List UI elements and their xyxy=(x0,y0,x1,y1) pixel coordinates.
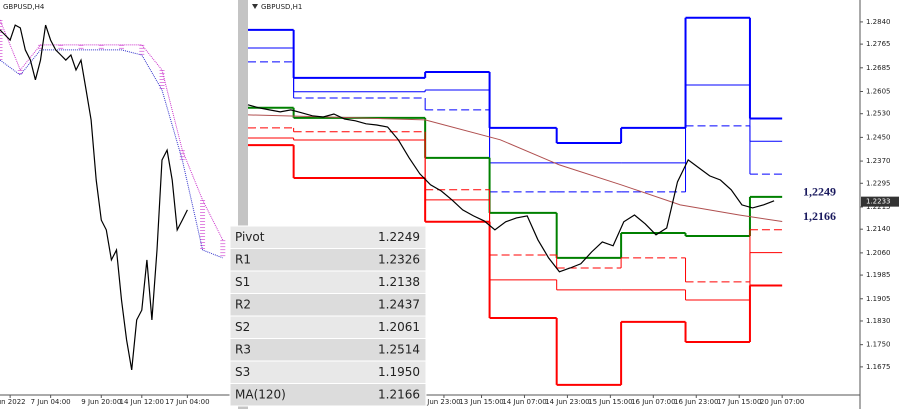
y-tick-label: 1.1985 xyxy=(866,271,891,279)
cloud-span-a xyxy=(0,19,224,241)
y-tick-label: 1.2140 xyxy=(866,225,891,233)
row-value: 1.2326 xyxy=(378,252,420,266)
dropdown-arrow[interactable] xyxy=(252,4,258,9)
level-annotation: 1,2249 xyxy=(803,185,836,199)
x-tick-label: 16 Jun 23:00 xyxy=(674,398,718,406)
cloud-span-b xyxy=(0,49,223,259)
y-tick-label: 1.1750 xyxy=(866,341,891,349)
x-tick-label: Jun 23:00 xyxy=(426,398,460,406)
moving-average xyxy=(247,114,783,222)
y-tick-label: 1.2295 xyxy=(866,179,891,187)
row-label: R3 xyxy=(235,342,251,356)
right-title: GBPUSD,H1 xyxy=(261,3,302,11)
y-tick-label: 1.2840 xyxy=(866,18,891,26)
row-value: 1.2437 xyxy=(378,297,420,311)
pivot-table: Pivot 1.2249 R1 1.2326 S1 1.2138 R2 1.2437 S2 1.2… xyxy=(229,225,427,407)
y-tick-label: 1.1830 xyxy=(866,317,891,325)
price-line xyxy=(0,24,188,371)
current-price-box xyxy=(861,196,899,207)
y-tick-label: 1.2605 xyxy=(866,87,891,95)
x-tick-label: 17 Jun 15:00 xyxy=(717,398,761,406)
x-tick-label: 9 Jun 20:00 xyxy=(81,398,121,406)
x-tick-label: 17 Jun 04:00 xyxy=(165,398,209,406)
row-value: 1.2249 xyxy=(378,230,420,244)
x-tick-label: 14 Jun 23:00 xyxy=(545,398,589,406)
row-label: R1 xyxy=(235,252,251,266)
y-tick-label: 1.2765 xyxy=(866,40,891,48)
y-tick-label: 1.2215 xyxy=(866,203,891,211)
price-line xyxy=(247,104,775,273)
y-tick-label: 1.1675 xyxy=(866,363,891,371)
row-label: S2 xyxy=(235,320,250,334)
row-label: S3 xyxy=(235,365,250,379)
row-label: R2 xyxy=(235,297,251,311)
left-title: GBPUSD,H4 xyxy=(3,3,45,11)
y-tick-label: 1.2060 xyxy=(866,249,891,257)
row-value: 1.2061 xyxy=(378,320,420,334)
row-label: Pivot xyxy=(235,230,265,244)
row-label: MA(120) xyxy=(235,387,286,401)
x-tick-label: 15 Jun 15:00 xyxy=(588,398,632,406)
x-tick-label: 13 Jun 15:00 xyxy=(459,398,503,406)
x-tick-label: 20 Jun 07:00 xyxy=(760,398,804,406)
row-value: 1.2166 xyxy=(378,387,420,401)
x-tick-label: 14 Jun 07:00 xyxy=(502,398,546,406)
table-row xyxy=(229,383,427,407)
y-tick-label: 1.2685 xyxy=(866,64,891,72)
row-label: S1 xyxy=(235,275,250,289)
x-tick-label: Jun 2022 xyxy=(0,398,26,406)
x-tick-label: 14 Jun 12:00 xyxy=(120,398,164,406)
row-value: 1.1950 xyxy=(378,365,420,379)
y-tick-label: 1.2530 xyxy=(866,110,891,118)
current-price-label: 1.2233 xyxy=(866,198,891,206)
x-tick-label: 16 Jun 07:00 xyxy=(631,398,675,406)
y-tick-label: 1.2370 xyxy=(866,157,891,165)
row-value: 1.2138 xyxy=(378,275,420,289)
row-value: 1.2514 xyxy=(378,342,420,356)
x-tick-label: 7 Jun 04:00 xyxy=(31,398,71,406)
y-tick-label: 1.1905 xyxy=(866,295,891,303)
level-annotation: 1,2166 xyxy=(803,209,836,223)
pane-separator xyxy=(238,0,248,409)
y-tick-label: 1.2450 xyxy=(866,133,891,141)
